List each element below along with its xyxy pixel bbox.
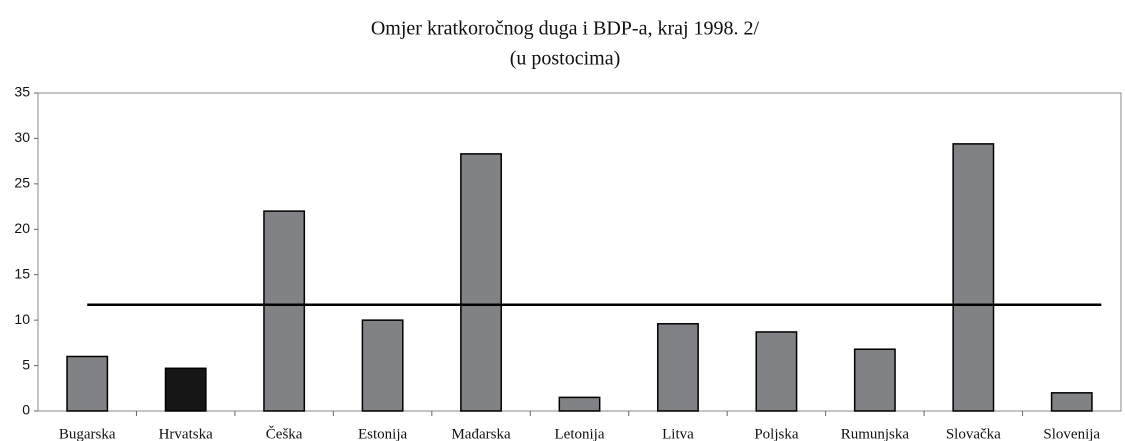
x-tick-label: Mađarska xyxy=(451,426,510,441)
x-tick-label: Litva xyxy=(662,426,694,441)
bar xyxy=(657,323,699,412)
bar xyxy=(164,367,207,412)
y-tick-label: 30 xyxy=(14,129,30,145)
bar xyxy=(558,396,601,412)
y-tick-label: 15 xyxy=(14,265,30,281)
x-tick-label: Poljska xyxy=(754,426,799,441)
x-tick-label: Rumunjska xyxy=(841,426,910,441)
x-tick-label: Slovenija xyxy=(1043,426,1100,441)
y-tick-label: 5 xyxy=(22,356,30,372)
bar xyxy=(66,355,109,412)
x-tick-label: Letonija xyxy=(555,426,605,441)
y-tick-label: 25 xyxy=(14,175,30,191)
x-tick-label: Hrvatska xyxy=(159,426,213,441)
x-tick-label: Bugarska xyxy=(59,426,116,441)
bar xyxy=(361,319,404,412)
y-tick-label: 20 xyxy=(14,220,30,236)
chart-title: Omjer kratkoročnog duga i BDP-a, kraj 19… xyxy=(371,18,760,40)
y-tick-label: 0 xyxy=(22,402,30,418)
bar xyxy=(263,210,306,412)
y-tick-label: 35 xyxy=(14,84,30,100)
bar xyxy=(460,153,502,412)
bar xyxy=(952,143,995,412)
x-tick-label: Češka xyxy=(266,425,303,441)
x-tick-label: Estonija xyxy=(358,426,408,441)
bar xyxy=(853,348,896,412)
bar xyxy=(755,331,798,412)
chart-subtitle: (u postocima) xyxy=(510,48,621,70)
x-tick-label: Slovačka xyxy=(946,426,1001,441)
bar xyxy=(1050,392,1093,412)
y-tick-label: 10 xyxy=(14,311,30,327)
